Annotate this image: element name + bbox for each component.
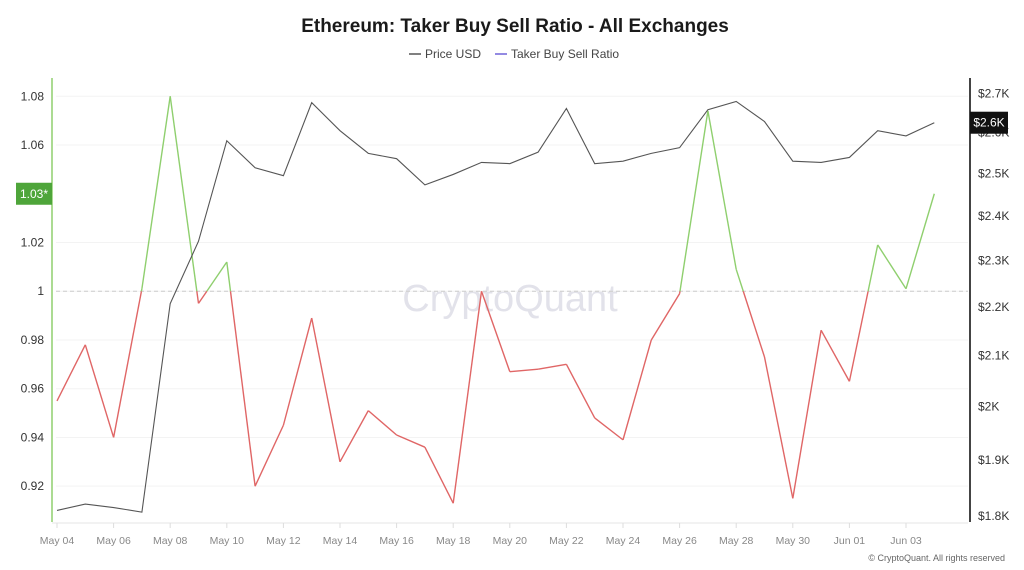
ratio-line-segment xyxy=(452,291,483,504)
ratio-line-segment xyxy=(56,344,86,402)
price-line xyxy=(56,100,935,513)
ratio-line-segment xyxy=(196,291,200,304)
ratio-line-segment xyxy=(622,339,652,441)
ratio-line-segment xyxy=(84,344,115,438)
ratio-line-segment xyxy=(650,293,681,341)
x-tick-label: May 30 xyxy=(776,535,811,547)
x-tick-label: May 22 xyxy=(549,535,584,547)
x-tick-label: May 16 xyxy=(379,535,414,547)
ratio-line-segment xyxy=(867,244,879,292)
x-tick-label: May 18 xyxy=(436,535,471,547)
right-tick-label: $2.1K xyxy=(978,348,1009,362)
ratio-line-segment xyxy=(565,364,596,419)
ratio-line-segment xyxy=(169,96,198,292)
ratio-line-segment xyxy=(311,317,341,462)
right-axis-ticks: $1.8K $1.9K $2K $2.1K $2.2K $2.3K $2.4K $2.5K $2… xyxy=(978,86,1009,523)
x-tick-label: May 26 xyxy=(662,535,697,547)
x-tick-label: May 14 xyxy=(323,535,358,547)
x-tick-label: May 10 xyxy=(210,535,245,547)
ratio-line-segment xyxy=(848,291,869,382)
right-tick-label: $2.2K xyxy=(978,300,1009,314)
right-current-value-badge: $2.6K xyxy=(970,111,1008,134)
ratio-series xyxy=(56,96,935,504)
left-current-value-badge: 1.03* xyxy=(16,182,52,205)
ratio-line-segment xyxy=(229,291,256,487)
price-series xyxy=(56,100,935,513)
copyright: © CryptoQuant. All rights reserved xyxy=(868,553,1005,563)
right-tick-label: $2.3K xyxy=(978,254,1009,268)
right-tick-label: $2.4K xyxy=(978,209,1009,223)
ratio-line-segment xyxy=(820,329,851,382)
x-tick-label: Jun 03 xyxy=(890,535,922,547)
ratio-line-segment xyxy=(707,110,737,270)
ratio-line-segment xyxy=(877,244,907,290)
x-tick-label: May 24 xyxy=(606,535,641,547)
ratio-line-segment xyxy=(763,356,794,499)
x-tick-label: Jun 01 xyxy=(834,535,866,547)
legend-ratio-label[interactable]: Taker Buy Sell Ratio xyxy=(511,47,619,61)
ratio-line-segment xyxy=(480,290,511,372)
x-tick-label: May 28 xyxy=(719,535,754,547)
ratio-line-segment xyxy=(339,410,369,463)
right-tick-label: $1.8K xyxy=(978,509,1009,523)
ratio-line-segment xyxy=(197,290,208,304)
ratio-line-segment xyxy=(367,410,398,436)
left-tick-label: 1.06 xyxy=(21,138,45,152)
left-tick-label: 0.92 xyxy=(21,479,45,493)
left-axis-ticks: 0.92 0.94 0.96 0.98 1 1.02 1.06 1.08 xyxy=(21,89,45,493)
ratio-line-segment xyxy=(905,193,935,289)
left-current-value-label: 1.03* xyxy=(20,187,48,201)
legend: Price USD Taker Buy Sell Ratio xyxy=(409,47,619,61)
left-tick-label: 0.94 xyxy=(21,430,45,444)
ratio-line-segment xyxy=(742,291,766,358)
ratio-line-segment xyxy=(735,269,744,292)
ratio-line-segment xyxy=(141,96,171,289)
right-tick-label: $2.5K xyxy=(978,167,1009,181)
chart-title: Ethereum: Taker Buy Sell Ratio - All Exc… xyxy=(301,16,729,37)
x-tick-label: May 12 xyxy=(266,535,301,547)
ratio-line-segment xyxy=(509,368,539,373)
x-tick-label: May 04 xyxy=(40,535,75,547)
watermark: CryptoQuant xyxy=(402,278,618,320)
ratio-line-segment xyxy=(396,434,426,448)
ratio-line-segment xyxy=(206,261,228,292)
x-tick-label: May 06 xyxy=(96,535,131,547)
ratio-line-segment xyxy=(226,261,232,292)
x-tick-label: May 08 xyxy=(153,535,188,547)
left-tick-label: 1.08 xyxy=(21,89,45,103)
right-tick-label: $2.7K xyxy=(978,86,1009,100)
gridlines xyxy=(56,95,968,487)
left-tick-label: 1 xyxy=(37,284,44,298)
left-tick-label: 0.98 xyxy=(21,333,45,347)
ratio-line-segment xyxy=(679,110,709,292)
x-axis-ticks: May 04 May 06 May 08 May 10 May 12 May 14 May … xyxy=(40,523,922,547)
legend-price-label[interactable]: Price USD xyxy=(425,47,481,61)
ratio-line-segment xyxy=(424,446,454,504)
ratio-line-segment xyxy=(254,424,285,487)
ratio-line-segment xyxy=(112,291,143,438)
ratio-line-segment xyxy=(282,317,313,426)
x-tick-label: May 20 xyxy=(493,535,528,547)
right-tick-label: $2K xyxy=(978,399,999,413)
left-tick-label: 0.96 xyxy=(21,382,45,396)
right-tick-label: $1.9K xyxy=(978,453,1009,467)
ratio-line-segment xyxy=(594,417,624,441)
ratio-line-segment xyxy=(792,330,822,499)
right-current-value-label: $2.6K xyxy=(973,116,1004,130)
ratio-line-segment xyxy=(537,363,567,370)
left-tick-label: 1.02 xyxy=(21,235,45,249)
